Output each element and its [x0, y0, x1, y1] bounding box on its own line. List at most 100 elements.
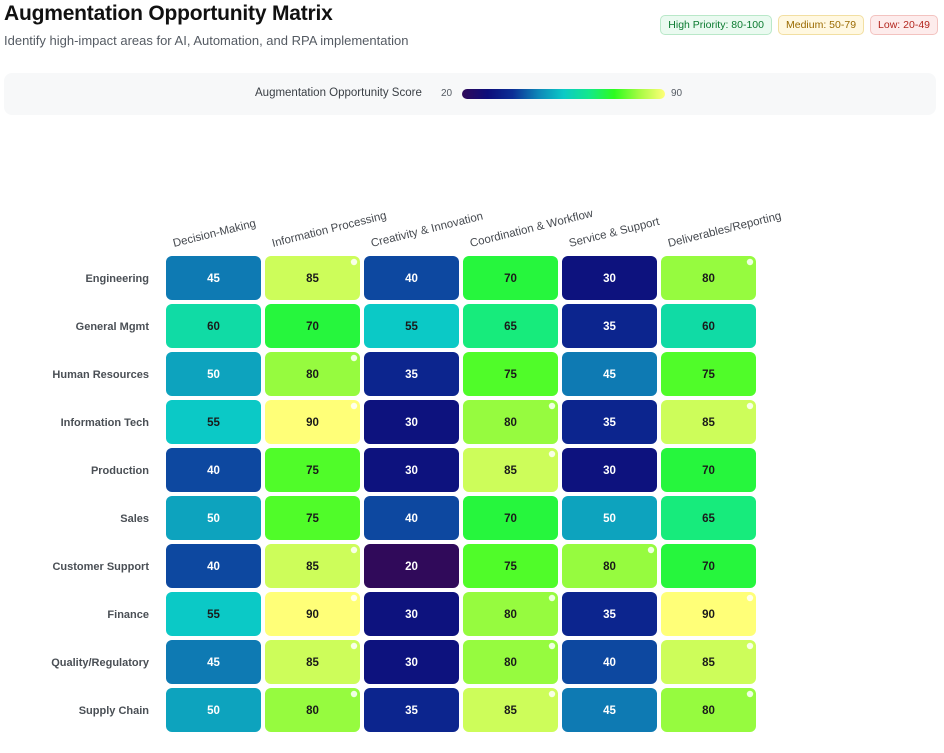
medium-priority-badge: Medium: 50-79 [778, 15, 865, 35]
heatmap-cell[interactable]: 30 [562, 448, 657, 492]
high-priority-dot-icon [350, 642, 358, 650]
heatmap-cell[interactable]: 35 [364, 688, 459, 732]
heatmap-cell[interactable]: 30 [364, 400, 459, 444]
heatmap-cell[interactable]: 85 [463, 688, 558, 732]
heatmap-cell[interactable]: 50 [166, 688, 261, 732]
heatmap-cell[interactable]: 40 [364, 496, 459, 540]
heatmap-cell-rect [265, 256, 360, 300]
heatmap-cell[interactable]: 55 [166, 592, 261, 636]
heatmap-cell[interactable]: 90 [265, 592, 360, 636]
heatmap-cell-rect [166, 640, 261, 684]
heatmap-cell[interactable]: 40 [166, 544, 261, 588]
heatmap-cell[interactable]: 40 [562, 640, 657, 684]
heatmap-cell-value: 85 [702, 657, 715, 669]
heatmap-cell-value: 75 [306, 465, 319, 477]
heatmap-cell-value: 55 [207, 609, 220, 621]
heatmap-cell[interactable]: 35 [562, 592, 657, 636]
heatmap-cell[interactable]: 75 [463, 352, 558, 396]
row-label-customer-support: Customer Support [52, 561, 149, 573]
heatmap-cell-value: 30 [405, 417, 418, 429]
heatmap-cell-value: 80 [702, 705, 715, 717]
heatmap-cell[interactable]: 30 [364, 640, 459, 684]
heatmap-cell-value: 70 [702, 561, 715, 573]
heatmap-cell[interactable]: 50 [166, 352, 261, 396]
heatmap-cell-rect [562, 304, 657, 348]
row-label-supply-chain: Supply Chain [79, 705, 150, 717]
heatmap-cell-rect [265, 352, 360, 396]
heatmap-cell[interactable]: 90 [265, 400, 360, 444]
heatmap-cell[interactable]: 80 [463, 400, 558, 444]
heatmap-cell[interactable]: 45 [562, 688, 657, 732]
heatmap-cell[interactable]: 70 [661, 448, 756, 492]
heatmap-cell[interactable]: 75 [463, 544, 558, 588]
heatmap-cell[interactable]: 65 [661, 496, 756, 540]
heatmap-cell[interactable]: 80 [661, 256, 756, 300]
heatmap-cell[interactable]: 85 [265, 640, 360, 684]
heatmap-cell[interactable]: 30 [364, 592, 459, 636]
heatmap-cell[interactable]: 35 [364, 352, 459, 396]
heatmap-cell[interactable]: 80 [463, 592, 558, 636]
heatmap-cell-value: 50 [603, 513, 616, 525]
heatmap-cell-rect [562, 592, 657, 636]
heatmap-cell[interactable]: 45 [562, 352, 657, 396]
heatmap-cell-rect [166, 496, 261, 540]
heatmap-cell[interactable]: 30 [562, 256, 657, 300]
heatmap-cell[interactable]: 65 [463, 304, 558, 348]
high-priority-dot-icon [746, 402, 754, 410]
heatmap-cell[interactable]: 70 [463, 496, 558, 540]
heatmap-cell[interactable]: 55 [166, 400, 261, 444]
heatmap-cell[interactable]: 80 [562, 544, 657, 588]
heatmap-cell-value: 30 [405, 465, 418, 477]
heatmap-cell-rect [463, 400, 558, 444]
heatmap-cell-rect [265, 448, 360, 492]
heatmap-cell[interactable]: 40 [166, 448, 261, 492]
heatmap-cell[interactable]: 80 [463, 640, 558, 684]
page-subtitle: Identify high-impact areas for AI, Autom… [4, 33, 409, 48]
row-label-general-mgmt: General Mgmt [76, 321, 150, 333]
heatmap-cell-value: 75 [504, 561, 517, 573]
heatmap-cell[interactable]: 40 [364, 256, 459, 300]
heatmap-cell[interactable]: 60 [166, 304, 261, 348]
heatmap-cell-rect [661, 400, 756, 444]
heatmap-cell[interactable]: 85 [661, 400, 756, 444]
heatmap-cell-rect [265, 496, 360, 540]
heatmap-cell[interactable]: 50 [562, 496, 657, 540]
heatmap-cell-rect [265, 400, 360, 444]
heatmap-cell[interactable]: 85 [463, 448, 558, 492]
heatmap-cell-value: 45 [603, 705, 616, 717]
heatmap-cell[interactable]: 80 [265, 688, 360, 732]
heatmap-cell[interactable]: 20 [364, 544, 459, 588]
heatmap-cell[interactable]: 50 [166, 496, 261, 540]
heatmap-cell[interactable]: 90 [661, 592, 756, 636]
heatmap-cell[interactable]: 60 [661, 304, 756, 348]
color-scale-min-label: 20 [441, 88, 453, 99]
heatmap-cell-value: 85 [504, 705, 517, 717]
heatmap-cell-rect [463, 352, 558, 396]
heatmap-cell[interactable]: 75 [265, 448, 360, 492]
heatmap-cell[interactable]: 70 [661, 544, 756, 588]
heatmap-cell[interactable]: 75 [661, 352, 756, 396]
high-priority-dot-icon [647, 546, 655, 554]
heatmap-cell-value: 90 [306, 609, 319, 621]
heatmap-cell[interactable]: 45 [166, 640, 261, 684]
heatmap-cell[interactable]: 45 [166, 256, 261, 300]
heatmap-cell-value: 65 [504, 321, 517, 333]
heatmap-cell[interactable]: 35 [562, 400, 657, 444]
heatmap-cell[interactable]: 80 [265, 352, 360, 396]
heatmap-cell-value: 75 [306, 513, 319, 525]
heatmap-cell[interactable]: 75 [265, 496, 360, 540]
heatmap-cell[interactable]: 85 [661, 640, 756, 684]
heatmap-cell-value: 20 [405, 561, 418, 573]
heatmap-cell[interactable]: 55 [364, 304, 459, 348]
high-priority-dot-icon [350, 402, 358, 410]
heatmap-cell-rect [463, 496, 558, 540]
heatmap-cell[interactable]: 85 [265, 256, 360, 300]
heatmap-cell[interactable]: 70 [265, 304, 360, 348]
heatmap-cell[interactable]: 85 [265, 544, 360, 588]
heatmap-cell[interactable]: 70 [463, 256, 558, 300]
heatmap-cell[interactable]: 30 [364, 448, 459, 492]
heatmap-cell-rect [166, 352, 261, 396]
heatmap-cell[interactable]: 35 [562, 304, 657, 348]
high-priority-dot-icon [548, 594, 556, 602]
heatmap-cell[interactable]: 80 [661, 688, 756, 732]
